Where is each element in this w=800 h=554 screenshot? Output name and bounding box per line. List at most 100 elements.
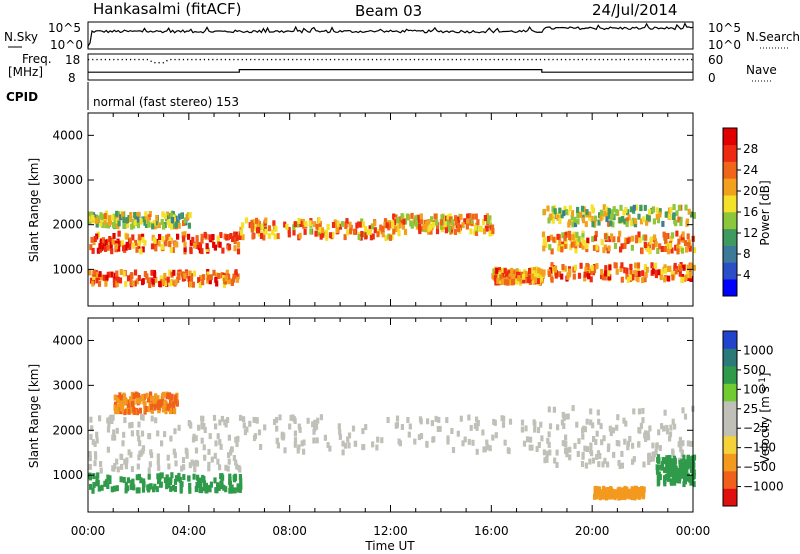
echo-cell: [208, 433, 212, 440]
echo-cell: [402, 218, 406, 225]
echo-cell: [114, 243, 119, 250]
echo-cell: [182, 474, 186, 481]
echo-cell: [188, 487, 192, 494]
echo-cell: [576, 451, 580, 457]
echo-cell: [112, 281, 117, 288]
colorbar-tick-label: −25: [743, 421, 768, 435]
echo-cell: [132, 222, 136, 229]
echo-cell: [625, 488, 629, 495]
echo-cell: [169, 435, 173, 442]
echo-cell: [293, 221, 297, 228]
echo-cell: [637, 213, 641, 220]
echo-cell: [458, 224, 462, 231]
echo-cell: [117, 245, 121, 252]
echo-cell: [131, 484, 135, 490]
echo-cell: [589, 442, 593, 449]
echo-cell: [301, 218, 305, 225]
colorbar-segment: [723, 195, 737, 213]
echo-cell: [188, 212, 192, 218]
echo-cell: [153, 397, 157, 404]
echo-cell: [141, 216, 145, 223]
echo-cell: [599, 215, 603, 222]
echo-cell: [99, 220, 103, 227]
echo-cell: [493, 419, 497, 426]
echo-cell: [126, 222, 130, 229]
echo-cell: [110, 418, 114, 424]
echo-cell: [620, 450, 624, 457]
echo-cell: [638, 427, 642, 434]
echo-cell: [474, 213, 478, 220]
echo-cell: [558, 218, 562, 224]
echo-cell: [629, 264, 633, 270]
y-tick-label: 1000: [52, 262, 83, 276]
echo-cell: [403, 229, 408, 235]
echo-cell: [239, 483, 243, 490]
echo-cell: [297, 217, 301, 224]
echo-cell: [564, 440, 568, 447]
echo-cell: [642, 461, 646, 468]
echo-cell: [469, 218, 473, 224]
echo-cell: [297, 423, 301, 430]
echo-cell: [259, 444, 263, 450]
echo-cell: [236, 486, 240, 493]
echo-cell: [564, 434, 568, 441]
echo-cell: [628, 435, 632, 442]
echo-cell: [219, 473, 223, 480]
echo-cell: [689, 440, 693, 447]
echo-cell: [224, 421, 228, 428]
echo-cell: [291, 414, 295, 421]
echo-cell: [143, 401, 147, 408]
echo-cell: [654, 449, 658, 456]
echo-cell: [629, 268, 633, 275]
echo-cell: [510, 267, 514, 274]
echo-cell: [649, 238, 653, 245]
echo-cell: [624, 237, 628, 244]
echo-cell: [646, 246, 650, 253]
echo-cell: [161, 400, 165, 407]
echo-cell: [387, 224, 391, 231]
echo-cell: [679, 216, 683, 223]
echo-cell: [632, 490, 636, 497]
echo-cell: [589, 269, 593, 275]
echo-cell: [466, 218, 470, 225]
echo-cell: [171, 401, 176, 408]
echo-cell: [172, 269, 176, 276]
nsearch-label: N.Search: [746, 30, 800, 44]
echo-cell: [137, 454, 141, 461]
echo-cell: [129, 451, 133, 458]
echo-cell: [650, 262, 654, 269]
echo-cell: [680, 472, 684, 479]
echo-cell: [192, 460, 196, 467]
echo-cell: [115, 458, 119, 465]
echo-cell: [474, 224, 478, 231]
echo-cell: [370, 223, 374, 230]
echo-cell: [253, 225, 257, 232]
echo-cell: [360, 218, 364, 225]
echo-cell: [257, 429, 262, 436]
echo-cell: [111, 214, 115, 221]
echo-cell: [680, 247, 685, 254]
echo-cell: [136, 211, 141, 218]
echo-cell: [222, 281, 226, 288]
echo-cell: [597, 418, 601, 425]
colorbar-segment: [723, 488, 737, 507]
echo-cell: [535, 446, 539, 452]
echo-cell: [235, 235, 239, 242]
echo-cell: [512, 273, 516, 280]
echo-cell: [425, 441, 429, 448]
echo-cell: [644, 271, 648, 278]
echo-cell: [212, 414, 217, 421]
echo-cell: [451, 223, 455, 230]
echo-cell: [653, 238, 657, 245]
echo-cell: [589, 408, 593, 415]
echo-cell: [689, 479, 693, 486]
echo-cell: [410, 222, 414, 229]
echo-cell: [127, 449, 131, 456]
echo-cell: [626, 444, 630, 451]
echo-cell: [667, 469, 671, 476]
echo-cell: [194, 435, 198, 442]
echo-cell: [226, 465, 230, 472]
echo-cell: [672, 204, 676, 210]
echo-cell: [331, 231, 335, 238]
echo-cell: [150, 243, 155, 250]
